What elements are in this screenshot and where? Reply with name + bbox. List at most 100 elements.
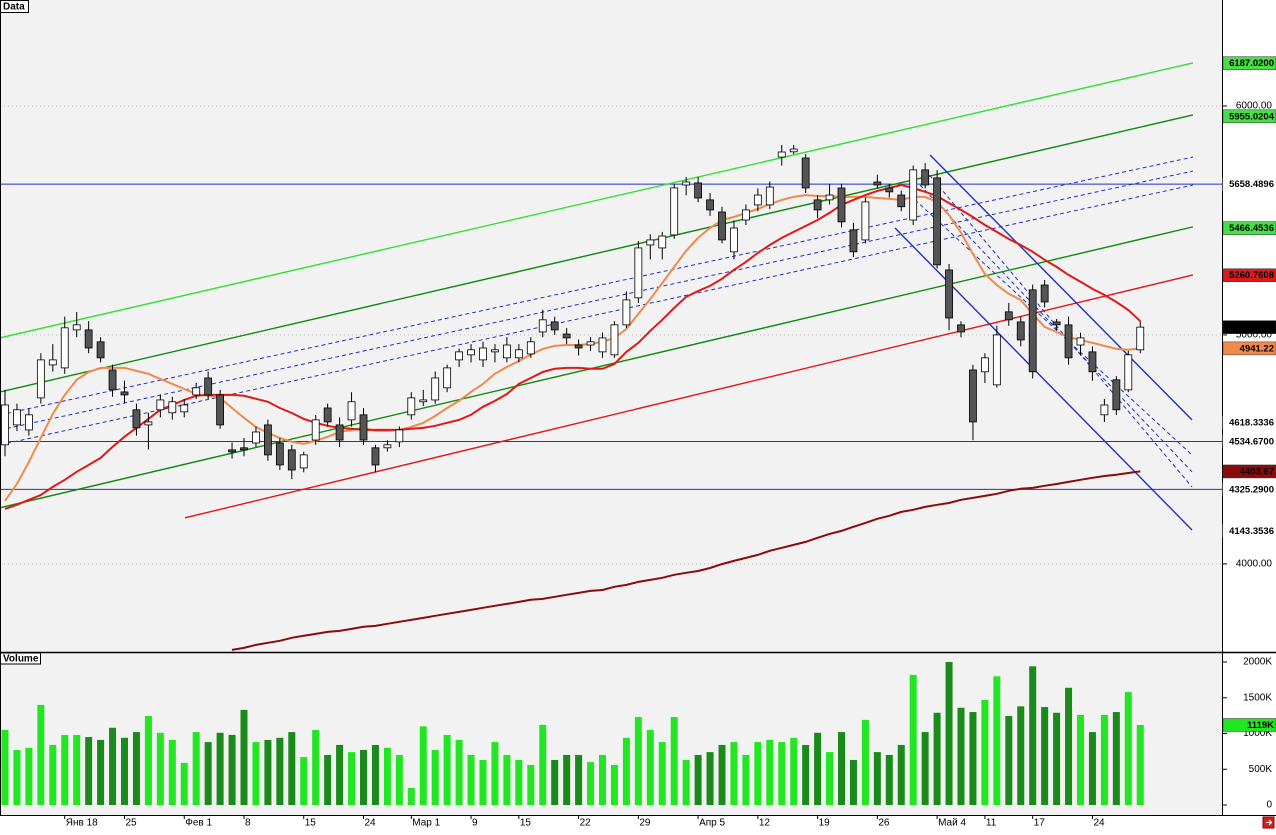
volume-bar [646,729,654,805]
price-tag [1222,221,1276,235]
trend-line [0,184,1194,446]
candle-body [753,194,762,206]
price-tag-label: 4534.6700 [1229,436,1274,447]
volume-bar [1100,714,1108,805]
price-tag [1222,341,1276,356]
candle-body [992,334,1001,386]
volume-bar [419,726,427,805]
price-tag [1222,415,1276,430]
x-tick-label: 22 [580,818,592,829]
volume-bar [240,709,248,805]
panel-title-text: Data [3,2,25,13]
candle-body [837,187,846,223]
y-tick-label: 6000.00 [1236,101,1273,112]
x-tick-label: 26 [878,818,890,829]
x-tick-label: 29 [639,818,651,829]
volume-plot [1,662,1144,805]
volume-bar [634,717,642,805]
moving-average [231,470,1141,651]
candle-body [275,442,284,466]
candle-body [1088,351,1097,373]
panel-title-box [0,0,29,13]
volume-bar [1041,707,1049,805]
volume-bar [921,732,929,805]
y-tick-label: 500K [1249,764,1273,775]
axes: 6000.00 5000.00 4000.00 Янв 18 25 Фев 1 8 15 24 М… [64,101,1273,829]
volume-bar [132,732,140,805]
volume-bar [252,742,260,805]
price-tag-label: 5260.7608 [1229,270,1274,281]
volume-bar [204,742,212,805]
volume-bar [933,712,941,805]
price-tag-label: 5033.93 [1240,322,1274,333]
candle-body [491,349,499,353]
candle-body [443,367,452,389]
candle-body [347,401,356,421]
volume-bar [180,762,188,805]
volume-bar [599,754,606,805]
y-tick-label: 5000.00 [1236,330,1273,341]
volume-bar [467,754,475,805]
candle-body [192,387,201,396]
candle-body [945,269,953,319]
volume-bar [969,712,977,805]
candle-body [60,327,69,369]
price-tag-label: 5658.4896 [1229,179,1274,190]
x-tick-label: 24 [365,818,377,829]
y-tick-label: 2000K [1243,657,1272,668]
x-tick-label: Фев 1 [185,818,212,829]
volume-bar [1005,715,1013,805]
candle-body [957,324,965,333]
candle-body [84,329,93,349]
candle-body [622,299,631,326]
price-tag [1222,434,1276,449]
x-tick-label: 12 [759,818,771,829]
candle-body [574,344,583,349]
trend-line [919,184,1193,473]
price-tag-label: 6187.0200 [1229,58,1274,69]
candle-body [538,319,547,333]
candle-body [1040,284,1049,303]
price-tags: 6187.0200 5955.0204 5658.4896 5466.4536 5260… [1222,56,1276,732]
price-tag [1222,464,1276,479]
candle-body [981,357,989,373]
price-tag-label: 5955.0204 [1229,111,1275,122]
volume-bar [1,729,9,805]
volume-bar [360,749,367,805]
volume-bar [993,676,1001,805]
candle-body [514,349,523,359]
volume-bar [1112,712,1120,805]
candle-body [1076,337,1085,346]
candle-body [646,239,655,246]
candle-body [120,391,129,396]
candle-body [1124,354,1133,391]
trend-line [0,62,1194,339]
candle-body [873,181,882,186]
candle-body [909,169,918,221]
trend-line [0,226,1194,509]
candle-body [550,321,559,331]
candle-body [419,399,428,403]
volume-bar [670,717,678,805]
candle-body [1016,321,1025,341]
panel-title: Data [0,0,29,13]
price-tag [1222,320,1276,334]
candle-body [24,414,33,431]
trend-line [924,169,1193,488]
volume-bar [730,742,738,805]
volume-bar [503,754,511,805]
candle-body [156,399,165,411]
panel-title-box [0,652,41,665]
candle-body [168,401,177,414]
price-tag-label: 4618.3336 [1229,417,1274,428]
volume-bar [109,727,117,805]
volume-bar [622,737,630,805]
candle-body [658,235,667,249]
candle-body [96,341,105,359]
right-axis-background [1222,0,1276,815]
candle-body [586,341,595,346]
y-tick-label: 0 [1266,800,1272,811]
price-tag [1222,524,1276,538]
